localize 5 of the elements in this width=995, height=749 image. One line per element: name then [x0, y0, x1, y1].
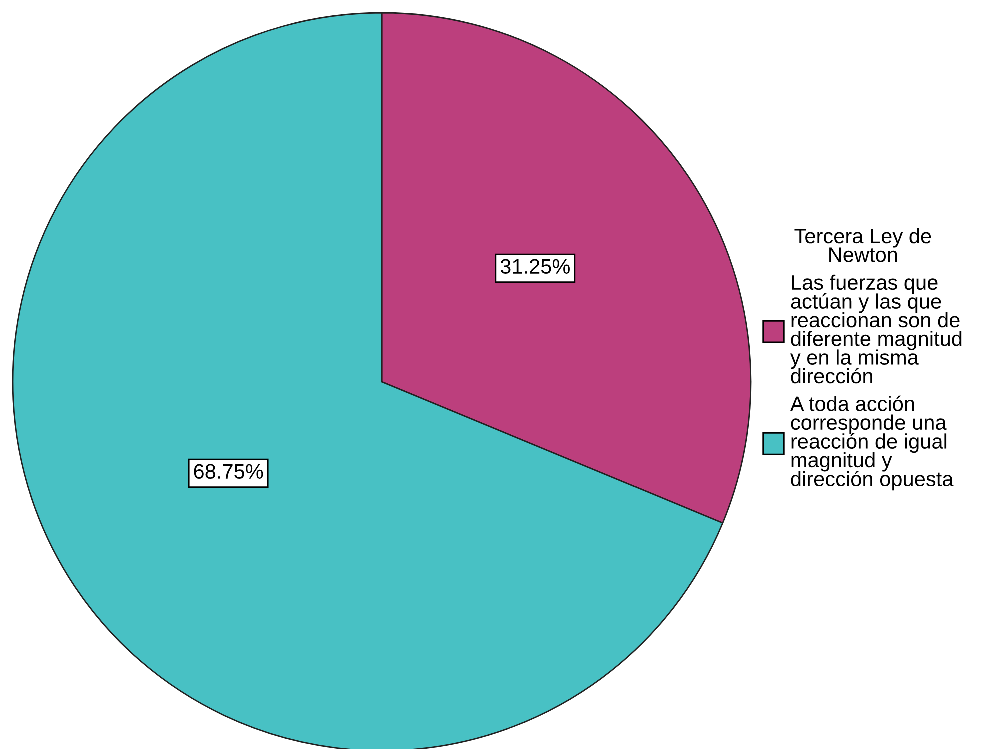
- legend-title: Tercera Ley de Newton: [794, 228, 932, 262]
- legend-label: A toda acción corresponde una reacción de igual magnitud y dirección opuesta: [790, 396, 954, 491]
- data-label: 31.25%: [500, 259, 570, 274]
- data-label: 68.75%: [194, 464, 264, 480]
- legend-label: Las fuerzas que actúan y las que reaccionan son de diferente magnitud y en la misma dirección: [790, 274, 962, 384]
